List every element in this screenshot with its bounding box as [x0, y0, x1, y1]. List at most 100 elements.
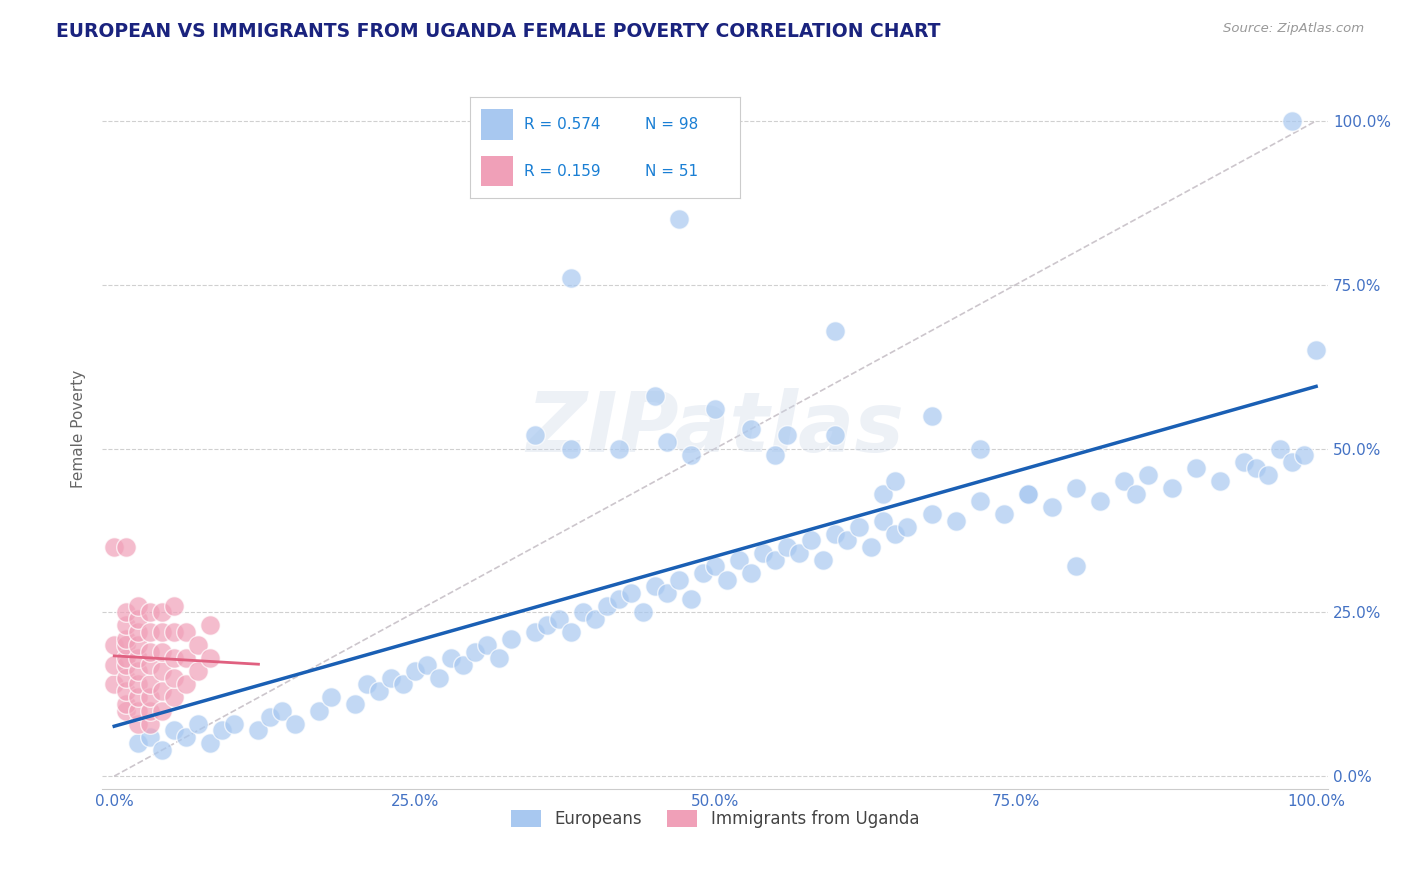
Text: ZIPatlas: ZIPatlas	[526, 388, 904, 469]
Point	[187, 716, 209, 731]
Point	[837, 533, 859, 548]
Point	[1268, 442, 1291, 456]
Point	[668, 573, 690, 587]
Point	[884, 475, 907, 489]
Point	[451, 657, 474, 672]
Point	[740, 566, 762, 580]
Point	[644, 579, 666, 593]
Point	[427, 671, 450, 685]
Point	[127, 651, 149, 665]
Point	[127, 599, 149, 613]
Point	[872, 514, 894, 528]
Point	[319, 690, 342, 705]
Point	[872, 487, 894, 501]
Point	[163, 624, 186, 639]
Point	[115, 704, 138, 718]
Legend: Europeans, Immigrants from Uganda: Europeans, Immigrants from Uganda	[505, 804, 925, 835]
Point	[150, 704, 173, 718]
Point	[139, 704, 162, 718]
Point	[583, 612, 606, 626]
Point	[499, 632, 522, 646]
Point	[163, 671, 186, 685]
Point	[150, 605, 173, 619]
Point	[813, 553, 835, 567]
Point	[139, 730, 162, 744]
Point	[763, 448, 786, 462]
Point	[103, 677, 125, 691]
Point	[200, 618, 222, 632]
Point	[523, 624, 546, 639]
Point	[115, 657, 138, 672]
Point	[668, 212, 690, 227]
Point	[969, 442, 991, 456]
Point	[776, 540, 799, 554]
Point	[752, 546, 775, 560]
Point	[367, 684, 389, 698]
Point	[115, 651, 138, 665]
Text: EUROPEAN VS IMMIGRANTS FROM UGANDA FEMALE POVERTY CORRELATION CHART: EUROPEAN VS IMMIGRANTS FROM UGANDA FEMAL…	[56, 22, 941, 41]
Point	[704, 559, 727, 574]
Point	[127, 690, 149, 705]
Point	[163, 651, 186, 665]
Point	[150, 684, 173, 698]
Point	[560, 271, 582, 285]
Point	[655, 585, 678, 599]
Point	[1064, 481, 1087, 495]
Point	[607, 592, 630, 607]
Point	[416, 657, 439, 672]
Point	[884, 526, 907, 541]
Point	[115, 638, 138, 652]
Point	[127, 736, 149, 750]
Point	[824, 324, 846, 338]
Point	[187, 638, 209, 652]
Point	[115, 605, 138, 619]
Point	[150, 665, 173, 679]
Point	[176, 730, 198, 744]
Point	[1257, 467, 1279, 482]
Point	[224, 716, 246, 731]
Point	[103, 638, 125, 652]
Point	[560, 624, 582, 639]
Point	[800, 533, 823, 548]
Point	[1209, 475, 1232, 489]
Point	[127, 624, 149, 639]
Point	[163, 690, 186, 705]
Point	[1017, 487, 1039, 501]
Point	[139, 716, 162, 731]
Point	[391, 677, 413, 691]
Point	[115, 632, 138, 646]
Point	[776, 428, 799, 442]
Point	[523, 428, 546, 442]
Point	[1294, 448, 1316, 462]
Point	[560, 442, 582, 456]
Point	[969, 494, 991, 508]
Point	[176, 651, 198, 665]
Text: Source: ZipAtlas.com: Source: ZipAtlas.com	[1223, 22, 1364, 36]
Point	[475, 638, 498, 652]
Point	[620, 585, 643, 599]
Point	[716, 573, 738, 587]
Point	[103, 657, 125, 672]
Point	[921, 409, 943, 423]
Point	[848, 520, 870, 534]
Point	[283, 716, 305, 731]
Point	[607, 442, 630, 456]
Point	[127, 612, 149, 626]
Point	[139, 645, 162, 659]
Point	[271, 704, 294, 718]
Point	[1305, 343, 1327, 358]
Point	[115, 684, 138, 698]
Point	[860, 540, 883, 554]
Point	[380, 671, 402, 685]
Point	[824, 428, 846, 442]
Point	[176, 677, 198, 691]
Point	[404, 665, 426, 679]
Point	[1064, 559, 1087, 574]
Point	[150, 743, 173, 757]
Point	[139, 690, 162, 705]
Point	[681, 448, 703, 462]
Point	[163, 599, 186, 613]
Point	[187, 665, 209, 679]
Point	[115, 618, 138, 632]
Point	[993, 507, 1015, 521]
